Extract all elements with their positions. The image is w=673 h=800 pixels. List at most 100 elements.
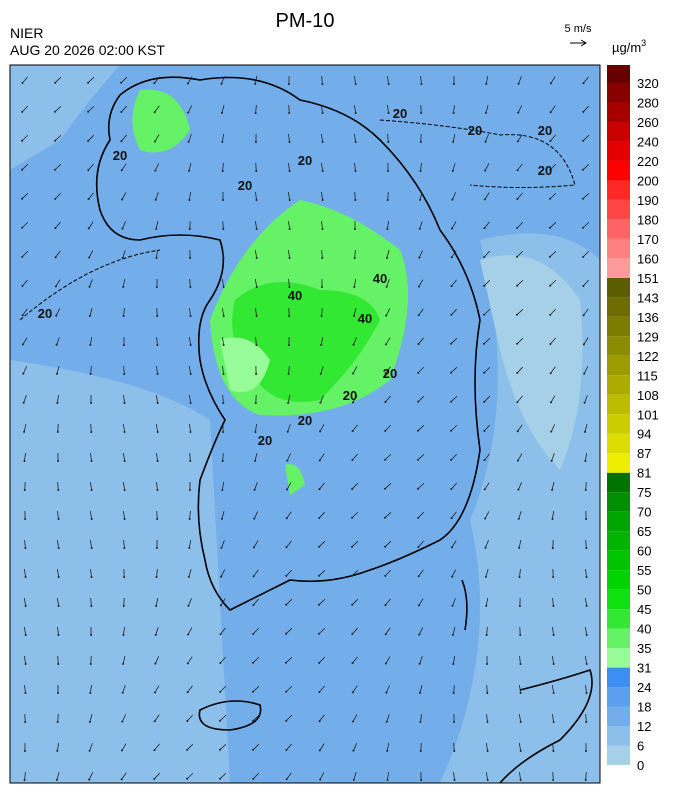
colorbar-swatch [607, 726, 630, 745]
wind-arrow-head [519, 576, 521, 578]
wind-arrow-head [252, 778, 254, 780]
wind-arrow-head [187, 662, 189, 664]
wind-arrow-head [387, 779, 389, 781]
wind-arrow-head [453, 692, 455, 694]
wind-arrow-head [584, 402, 586, 404]
wind-arrow-head [285, 633, 287, 635]
wind-arrow [58, 424, 59, 432]
wind-arrow-head [24, 721, 26, 723]
wind-arrow-head [21, 285, 23, 287]
wind-arrow-head [121, 778, 123, 780]
wind-arrow-head [156, 576, 158, 578]
wind-arrow-head [418, 604, 420, 606]
colorbar-swatch [607, 551, 630, 570]
wind-arrow-head [254, 431, 256, 433]
wind-arrow-head [417, 546, 419, 548]
wind-arrow-head [121, 198, 123, 200]
wind-arrow-head [124, 431, 126, 433]
wind-arrow-head [355, 141, 357, 143]
wind-arrow-head [487, 779, 489, 781]
wind-arrow-head [453, 112, 455, 114]
wind-arrow-head [120, 140, 122, 142]
wind-arrow-head [551, 518, 553, 520]
wind-arrow-head [54, 227, 56, 229]
colorbar-label: 40 [637, 622, 651, 637]
colorbar-label: 170 [637, 232, 659, 247]
wind-arrow-head [387, 170, 389, 172]
unit-sup: 3 [641, 38, 646, 48]
wind-arrow-head [253, 518, 255, 520]
wind-arrow-head [420, 112, 422, 114]
wind-arrow-head [123, 344, 125, 346]
wind-arrow-head [582, 256, 584, 258]
wind-arrow-head [157, 373, 159, 375]
colorbar-label: 160 [637, 251, 659, 266]
colorbar-label: 190 [637, 193, 659, 208]
wind-arrow-head [419, 692, 421, 694]
wind-arrow-head [23, 460, 25, 462]
wind-arrow-head [386, 228, 388, 230]
wind-arrow-head [24, 547, 26, 549]
colorbar-label: 60 [637, 544, 651, 559]
wind-arrow-head [189, 489, 191, 491]
wind-arrow-head [154, 663, 156, 665]
wind-arrow-head [585, 547, 587, 549]
colorbar-label: 143 [637, 290, 659, 305]
wind-arrow [487, 685, 488, 693]
wind-arrow-head [483, 285, 485, 287]
wind-arrow-head [450, 285, 452, 287]
wind-arrow-head [450, 430, 452, 432]
colorbar-label: 50 [637, 583, 651, 598]
wind-arrow-head [351, 546, 353, 548]
wind-arrow-head [89, 721, 91, 723]
colorbar-label: 220 [637, 154, 659, 169]
wind-arrow-head [318, 662, 320, 664]
wind-arrow-head [155, 228, 157, 230]
wind-arrow-head [219, 662, 221, 664]
wind-arrow-head [255, 402, 257, 404]
wind-arrow-head [254, 460, 256, 462]
contour-label: 20 [38, 306, 52, 321]
wind-arrow-head [451, 576, 453, 578]
wind-arrow-head [518, 518, 520, 520]
wind-arrow-head [484, 488, 486, 490]
wind-arrow-head [320, 373, 322, 375]
wind-arrow-head [550, 372, 552, 374]
contour-label: 40 [288, 288, 302, 303]
wind-arrow-head [353, 315, 355, 317]
wind-arrow-head [549, 140, 551, 142]
wind-arrow-head [286, 517, 288, 519]
wind-arrow-head [222, 228, 224, 230]
wind-arrow-head [517, 112, 519, 114]
wind-arrow-head [417, 459, 419, 461]
wind-arrow-head [318, 488, 320, 490]
wind-arrow-head [58, 605, 60, 607]
wind-arrow-head [388, 83, 390, 85]
wind-arrow-head [219, 720, 221, 722]
wind-arrow-head [91, 576, 93, 578]
colorbar-swatch [607, 278, 630, 297]
wind-arrow-head [452, 170, 454, 172]
wind-arrow-head [321, 286, 323, 288]
wind-arrow-head [188, 141, 190, 143]
wind-arrow-head [452, 605, 454, 607]
wind-arrow-head [24, 692, 26, 694]
wind-arrow-head [221, 489, 223, 491]
wind-arrow-head [156, 344, 158, 346]
wind-arrow [91, 656, 92, 664]
wind-arrow-head [255, 170, 257, 172]
wind-arrow-head [188, 547, 190, 549]
wind-arrow-head [320, 344, 322, 346]
wind-arrow-head [385, 343, 387, 345]
wind-arrow-head [385, 692, 387, 694]
wind-arrow-head [450, 343, 452, 345]
wind-arrow-head [21, 140, 23, 142]
wind-arrow-head [124, 460, 126, 462]
wind-arrow-head [56, 373, 58, 375]
contour-label: 20 [343, 388, 357, 403]
wind-arrow-head [24, 779, 26, 781]
wind-arrow-head [318, 691, 320, 693]
wind-arrow-head [418, 257, 420, 259]
wind-arrow-head [255, 112, 257, 114]
